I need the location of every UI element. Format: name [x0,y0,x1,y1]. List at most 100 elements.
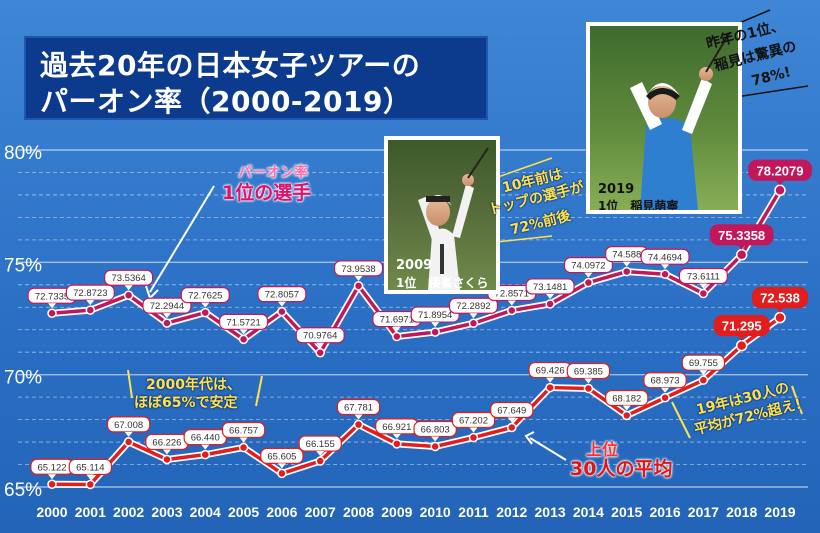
series-line [51,189,782,355]
data-point [238,442,249,453]
x-tick-label: 2019 [764,504,795,520]
golfer-2009-illustration [418,147,489,290]
data-label-text: 71.295 [722,319,762,334]
x-tick-label: 2001 [75,504,106,520]
data-label-text: 73.9538 [341,264,375,275]
data-label-text: 72.8723 [73,288,107,299]
data-point [430,441,440,452]
photo-2019: 2019 1位 稲見萌寧 [586,22,742,214]
data-point [698,288,709,299]
x-tick-label: 2017 [688,504,719,520]
data-label-tail [277,301,286,307]
data-label-tail [507,417,516,423]
y-tick-label: 80% [4,143,42,164]
data-point [85,305,96,315]
data-label: 66.757 [221,421,266,443]
data-label-tail [584,378,593,384]
data-label: 67.781 [336,398,381,420]
data-point [774,184,786,197]
data-point [468,432,479,443]
x-tick-label: 2003 [151,504,182,520]
data-label-text: 66.226 [152,437,181,448]
data-label-text: 69.426 [536,366,565,377]
data-label: 69.426 [528,361,572,383]
photo-2019-year: 2019 [598,182,635,197]
avg-series-label-line-2: 30人の平均 [570,458,673,480]
data-label-tail [699,283,708,289]
data-label: 73.1481 [525,278,575,299]
data-label-text: 72.7625 [188,291,222,302]
data-label: 71.295 [713,314,770,341]
x-tick-label: 2011 [458,504,489,520]
data-label: 65.605 [260,447,304,469]
x-tick-label: 2002 [113,504,144,520]
data-point [162,318,172,328]
data-point [583,383,594,394]
data-point [47,308,57,319]
x-tick-label: 2013 [535,504,566,520]
data-point [47,479,57,490]
data-label: 73.5364 [104,269,154,291]
x-tick-label: 2008 [343,504,374,520]
data-point [545,299,555,309]
data-label: 72.8057 [257,286,307,307]
data-label-tail [239,329,248,335]
data-label-tail [776,307,784,313]
data-label: 66.440 [183,429,227,450]
data-point [430,327,440,337]
data-label: 72.2944 [142,297,192,319]
data-label-text: 73.5364 [111,273,145,284]
data-point [660,392,670,403]
data-label: 74.588 [605,245,649,267]
photo-2019-caption: 1位 稲見萌寧 [598,199,679,210]
series-line [51,316,782,487]
data-label: 68.973 [643,372,687,393]
data-point [468,318,479,328]
data-label: 70.9764 [295,327,345,348]
data-point [507,305,517,316]
avg-series-label-line-1: 上位 [586,440,619,459]
data-label-tail [661,387,670,393]
data-label-tail [201,302,210,308]
data-label-tail [431,322,440,328]
data-label: 72.8723 [65,284,115,306]
data-label: 78.2079 [748,159,812,186]
data-label-tail [699,370,708,376]
data-label-tail [86,300,95,306]
data-label-tail [48,474,56,480]
chart-title-line-1: 過去20年の日本女子ツアーの [40,49,421,82]
data-label-tail [201,444,210,450]
note-2019-bracket-right [791,385,803,415]
x-tick-label: 2012 [496,504,527,520]
data-label-text: 66.803 [421,424,450,435]
data-label-text: 67.008 [114,420,143,431]
data-label: 67.649 [490,401,534,423]
data-point [238,334,249,345]
data-label-text: 67.649 [497,405,526,416]
data-label-tail [162,449,171,455]
x-tick-label: 2000 [36,504,67,520]
x-tick-label: 2010 [420,504,451,520]
data-label-tail [392,326,401,332]
data-point [735,339,748,352]
data-label: 66.803 [413,420,457,442]
data-label-tail [776,180,784,186]
top-series-label-line-2: 1位の選手 [222,182,312,204]
data-label-text: 69.755 [689,358,718,369]
data-label: 68.182 [605,389,649,411]
data-label-text: 66.921 [382,422,411,433]
photo-2009-caption: 1位 横峯さくら [396,276,489,290]
data-label-text: 74.588 [612,250,641,261]
data-point [353,419,364,430]
data-label-tail [354,414,363,420]
photo-2009-year: 2009 [396,258,433,273]
data-point [698,375,709,385]
data-label-text: 67.202 [459,416,488,427]
y-tick-label: 65% [4,480,42,501]
data-label-text: 65.122 [37,462,66,473]
data-label-text: 65.114 [76,462,104,473]
data-label-tail [584,272,593,278]
data-label-text: 74.4694 [648,252,682,263]
data-label-text: 71.8954 [418,310,452,321]
data-label: 74.0972 [563,257,613,278]
